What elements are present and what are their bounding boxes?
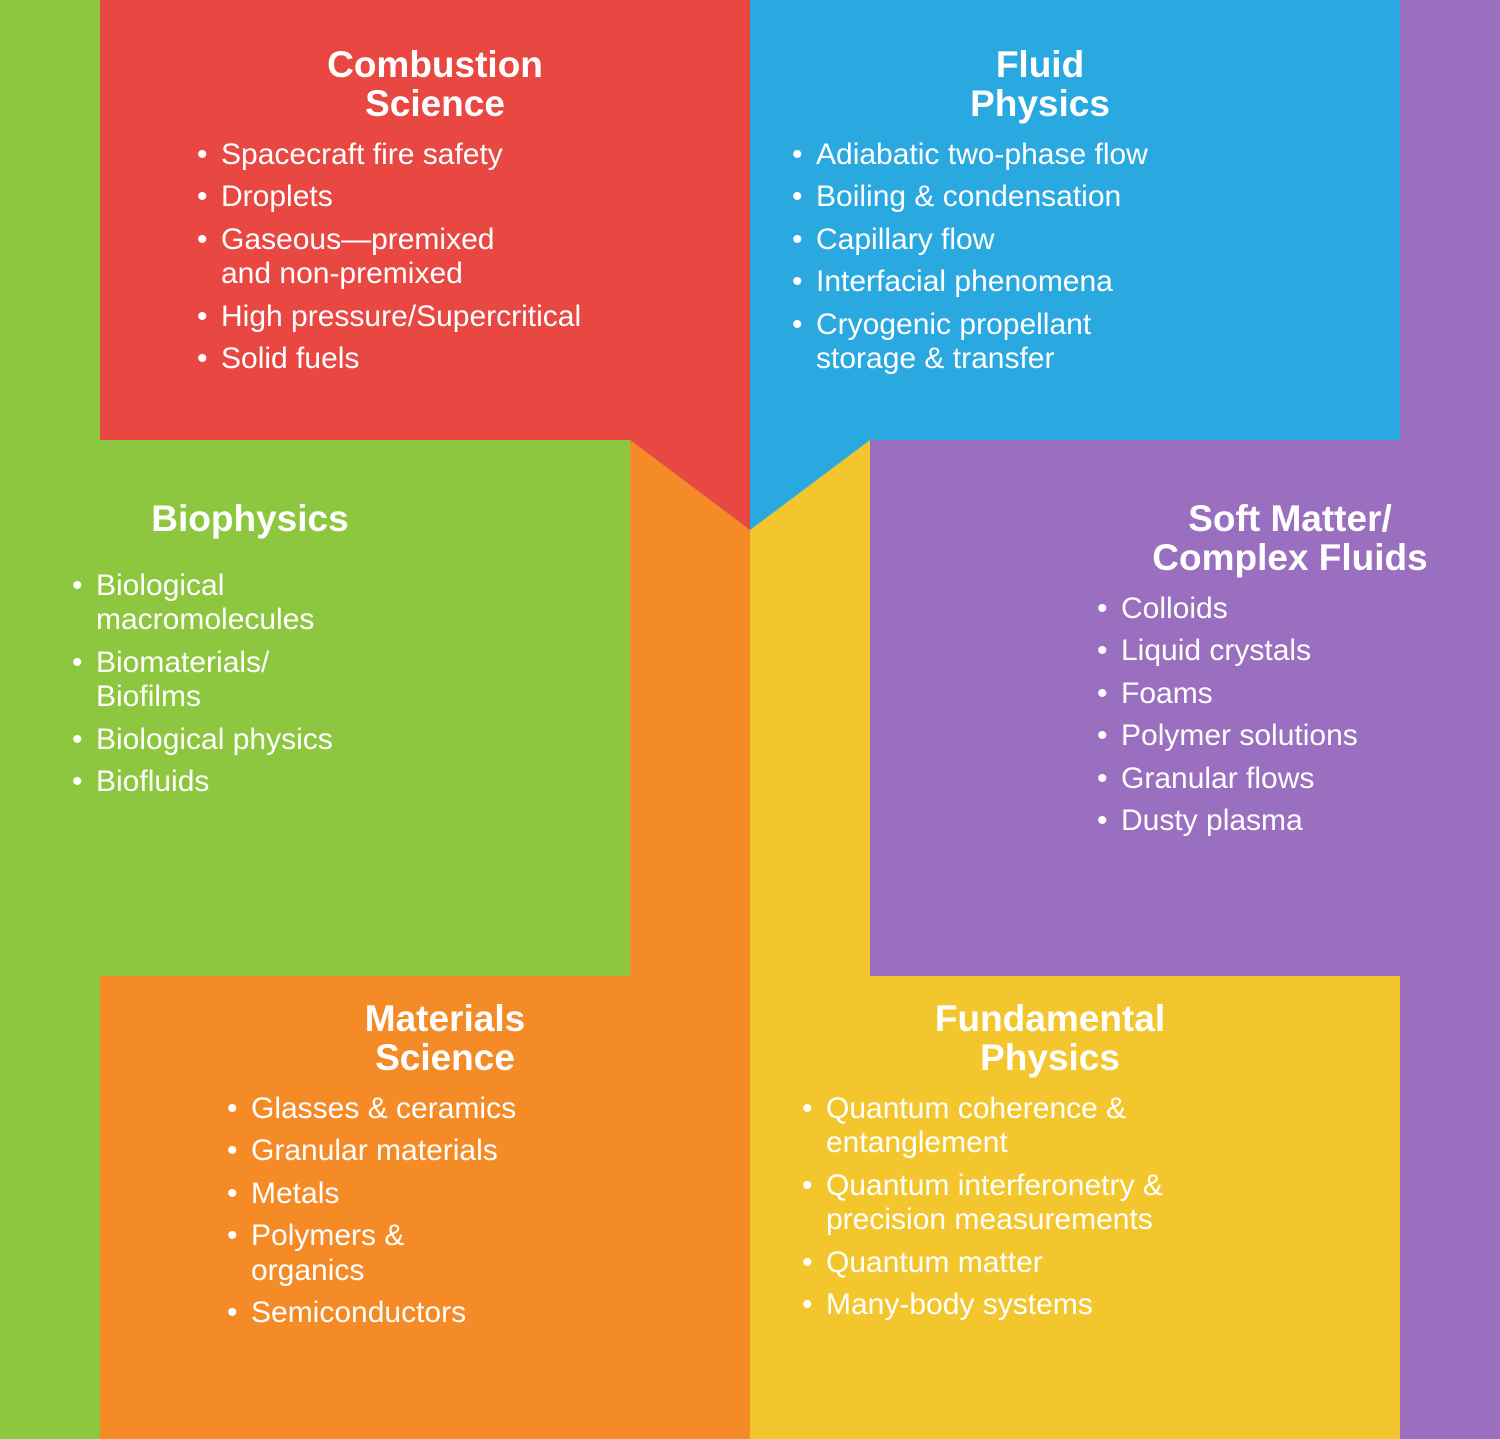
tile-fundamental-title: Fundamental Physics <box>800 1000 1300 1078</box>
bullet: Quantum matter <box>800 1246 1300 1281</box>
bullet: Interfacial phenomena <box>790 265 1290 300</box>
tile-fundamental-content: Fundamental Physics Quantum coherence & … <box>800 1000 1300 1331</box>
tile-biophysics-content: Biophysics Biological macromolecules Bio… <box>70 500 430 808</box>
tile-softmatter-bullets: Colloids Liquid crystals Foams Polymer s… <box>1095 592 1485 839</box>
bullet: Colloids <box>1095 592 1485 627</box>
bullet: Metals <box>225 1177 665 1212</box>
bullet: Glasses & ceramics <box>225 1092 665 1127</box>
bullet: Semiconductors <box>225 1296 665 1331</box>
hexagon-infographic: Combustion Science Spacecraft fire safet… <box>0 0 1500 1439</box>
bullet: Polymer solutions <box>1095 719 1485 754</box>
bullet: Biofluids <box>70 765 430 800</box>
bullet: Granular flows <box>1095 762 1485 797</box>
tile-fundamental-bullets: Quantum coherence & entanglement Quantum… <box>800 1092 1300 1323</box>
tile-fluid-content: Fluid Physics Adiabatic two-phase flow B… <box>790 46 1290 385</box>
tile-materials-title: Materials Science <box>225 1000 665 1078</box>
bullet: Polymers & organics <box>225 1219 665 1288</box>
tile-biophysics-bullets: Biological macromolecules Biomaterials/ … <box>70 569 430 800</box>
tile-fluid-bullets: Adiabatic two-phase flow Boiling & conde… <box>790 138 1290 377</box>
bullet: Biological macromolecules <box>70 569 430 638</box>
bullet: Quantum coherence & entanglement <box>800 1092 1300 1161</box>
tile-softmatter-content: Soft Matter/ Complex Fluids Colloids Liq… <box>1095 500 1485 847</box>
bullet: Gaseous—premixed and non-premixed <box>195 223 675 292</box>
tile-combustion-content: Combustion Science Spacecraft fire safet… <box>195 46 675 385</box>
tile-combustion-bullets: Spacecraft fire safety Droplets Gaseous—… <box>195 138 675 377</box>
bullet: Cryogenic propellant storage & transfer <box>790 308 1290 377</box>
bullet: Foams <box>1095 677 1485 712</box>
tile-fluid-title: Fluid Physics <box>790 46 1290 124</box>
bullet: Biomaterials/ Biofilms <box>70 646 430 715</box>
bullet: Biological physics <box>70 723 430 758</box>
tile-combustion-title: Combustion Science <box>195 46 675 124</box>
bullet: Spacecraft fire safety <box>195 138 675 173</box>
bullet: High pressure/Supercritical <box>195 300 675 335</box>
bullet: Quantum interferonetry & precision measu… <box>800 1169 1300 1238</box>
bullet: Solid fuels <box>195 342 675 377</box>
bullet: Boiling & condensation <box>790 180 1290 215</box>
bullet: Granular materials <box>225 1134 665 1169</box>
bullet: Many-body systems <box>800 1288 1300 1323</box>
bullet: Droplets <box>195 180 675 215</box>
bullet: Dusty plasma <box>1095 804 1485 839</box>
tile-softmatter-title: Soft Matter/ Complex Fluids <box>1095 500 1485 578</box>
tile-materials-bullets: Glasses & ceramics Granular materials Me… <box>225 1092 665 1331</box>
bullet: Capillary flow <box>790 223 1290 258</box>
bullet: Liquid crystals <box>1095 634 1485 669</box>
bullet: Adiabatic two-phase flow <box>790 138 1290 173</box>
tile-materials-content: Materials Science Glasses & ceramics Gra… <box>225 1000 665 1339</box>
tile-biophysics-title: Biophysics <box>70 500 430 539</box>
